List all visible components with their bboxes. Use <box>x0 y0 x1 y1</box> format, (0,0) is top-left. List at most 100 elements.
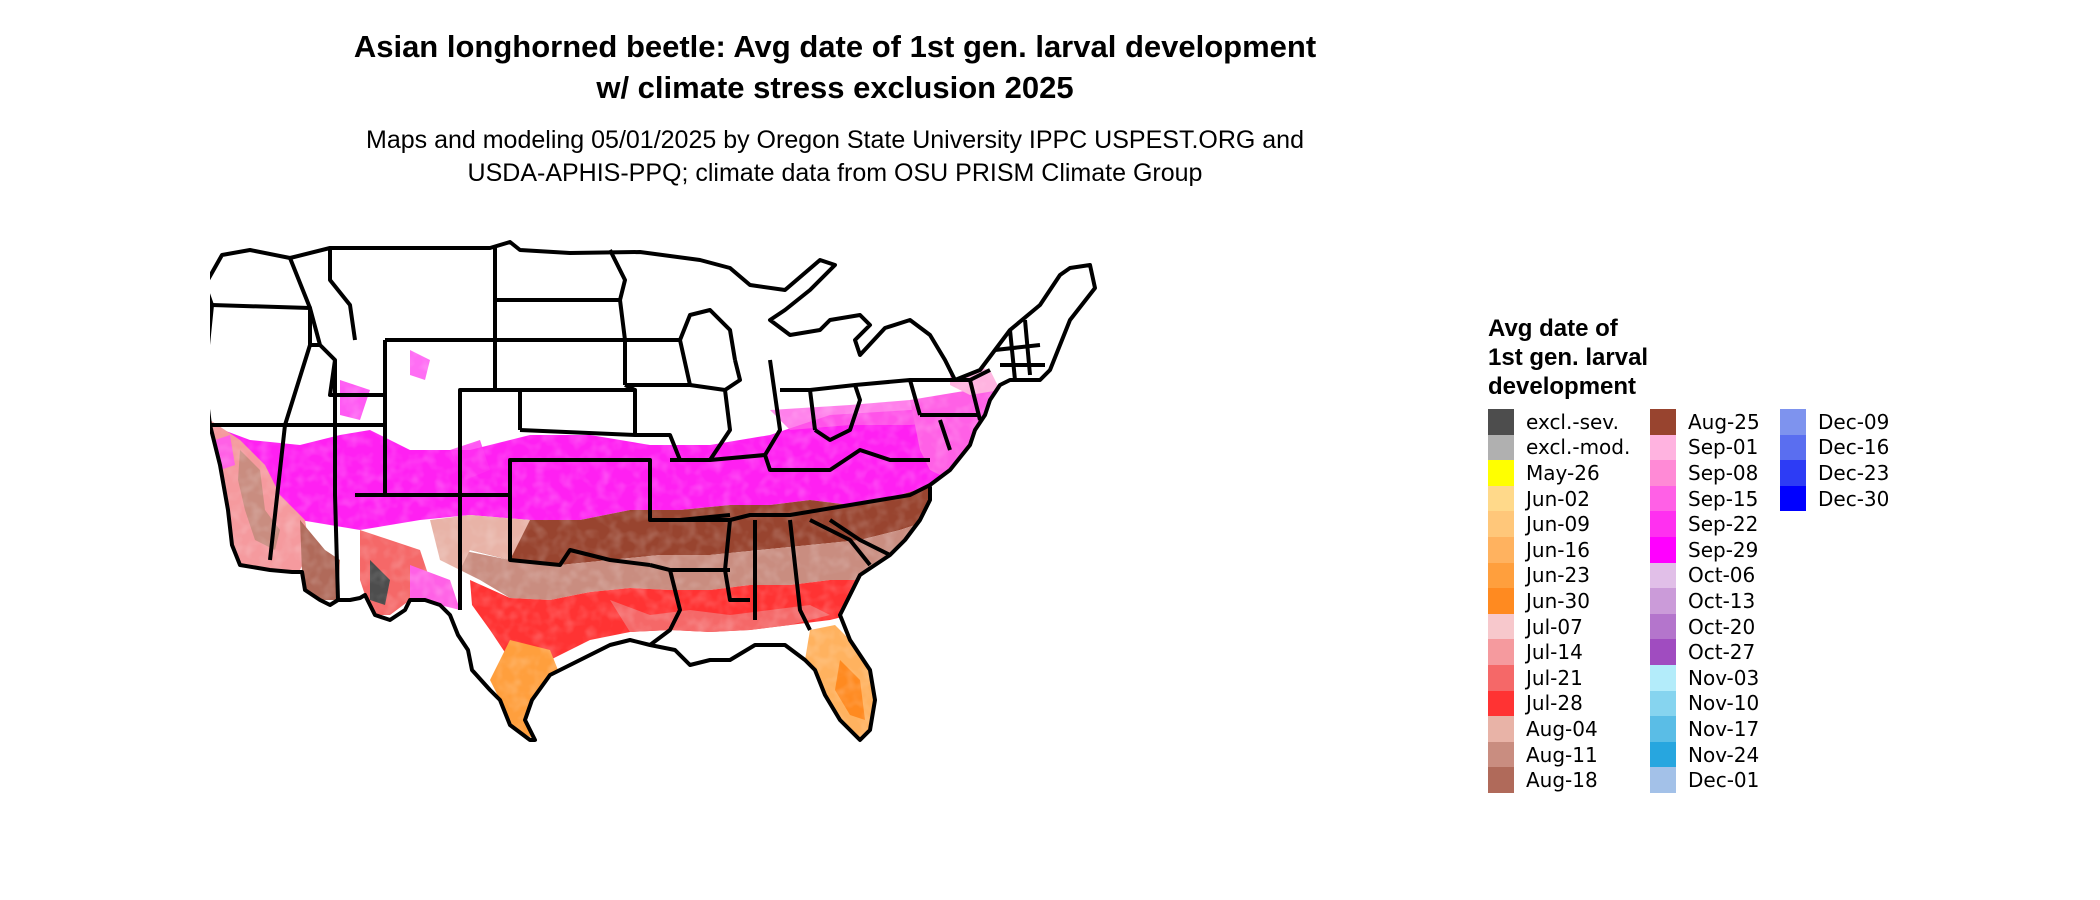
legend-swatch <box>1780 434 1806 461</box>
legend-swatch <box>1488 639 1514 665</box>
legend-label: Aug-11 <box>1526 742 1598 767</box>
legend-swatch <box>1650 536 1676 563</box>
legend-item: Sep-01 <box>1650 434 1760 461</box>
legend-title: Avg date of 1st gen. larval development <box>1488 314 1648 401</box>
legend-swatch <box>1488 767 1514 793</box>
legend-item: Nov-17 <box>1650 716 1760 742</box>
map-title-line-1: Asian longhorned beetle: Avg date of 1st… <box>353 29 1317 64</box>
legend: Avg date of 1st gen. larval development … <box>1488 314 2088 794</box>
legend-label: Oct-13 <box>1688 588 1756 613</box>
legend-title-line-1: Avg date of <box>1488 315 1618 342</box>
legend-label: Sep-22 <box>1688 512 1759 537</box>
legend-label: Nov-03 <box>1688 665 1760 690</box>
legend-label: Aug-18 <box>1526 768 1598 793</box>
legend-label: Aug-04 <box>1526 716 1598 741</box>
map-subtitle: Maps and modeling 05/01/2025 by Oregon S… <box>0 124 1670 190</box>
legend-swatch <box>1650 690 1676 717</box>
legend-swatch <box>1488 460 1514 486</box>
legend-item: May-26 <box>1488 460 1630 486</box>
legend-item: Jun-09 <box>1488 511 1630 537</box>
legend-swatch <box>1488 409 1514 435</box>
legend-swatch <box>1488 716 1514 742</box>
state-boundaries <box>210 240 1097 742</box>
legend-swatch <box>1650 562 1676 589</box>
legend-item: Aug-25 <box>1650 409 1760 435</box>
legend-column-2: Aug-25 Sep-01 Sep-08 Sep-15 Sep-22 Sep-29 Oct-… <box>1650 409 1760 793</box>
legend-swatch <box>1488 588 1514 614</box>
us-map <box>210 240 1097 742</box>
legend-item: Jul-14 <box>1488 639 1630 665</box>
legend-label: Dec-23 <box>1818 460 1890 485</box>
legend-swatch <box>1488 741 1514 768</box>
legend-item: Dec-01 <box>1650 767 1760 793</box>
legend-item: Jun-02 <box>1488 485 1630 512</box>
legend-swatch <box>1780 409 1806 435</box>
legend-item: Dec-09 <box>1780 409 1889 435</box>
legend-title-line-2: 1st gen. larval <box>1488 344 1649 371</box>
legend-swatch <box>1650 588 1676 614</box>
legend-swatch <box>1650 741 1676 768</box>
legend-item: Sep-08 <box>1650 460 1760 486</box>
legend-column-3: Dec-09 Dec-16 Dec-23 Dec-30 <box>1780 409 1890 512</box>
development-date-zones <box>210 242 1095 740</box>
legend-swatch <box>1488 613 1514 640</box>
legend-item: Nov-10 <box>1650 690 1760 717</box>
legend-item: excl.-mod. <box>1488 434 1631 461</box>
legend-label: Dec-01 <box>1688 768 1760 793</box>
legend-item: Jun-16 <box>1488 536 1630 563</box>
legend-swatch <box>1650 664 1676 691</box>
legend-label: Jul-07 <box>1526 614 1583 639</box>
legend-label: Dec-30 <box>1818 486 1890 511</box>
legend-item: Sep-15 <box>1650 485 1760 512</box>
legend-item: Jun-23 <box>1488 562 1630 589</box>
legend-label: Sep-01 <box>1688 435 1759 460</box>
legend-swatch <box>1780 485 1806 512</box>
legend-swatch <box>1650 511 1676 537</box>
legend-item: Nov-24 <box>1650 741 1760 768</box>
legend-item: Oct-20 <box>1650 613 1760 640</box>
legend-swatch <box>1650 409 1676 435</box>
legend-label: excl.-mod. <box>1526 435 1631 460</box>
legend-label: Sep-29 <box>1688 537 1759 562</box>
legend-item: Jul-28 <box>1488 690 1630 717</box>
legend-item: Jun-30 <box>1488 588 1630 614</box>
legend-swatch <box>1650 767 1676 793</box>
legend-swatch <box>1650 460 1676 486</box>
legend-item: Dec-30 <box>1780 485 1890 512</box>
legend-item: excl.-sev. <box>1488 409 1630 435</box>
legend-label: May-26 <box>1526 460 1600 485</box>
legend-swatch <box>1488 511 1514 537</box>
legend-swatch <box>1488 664 1514 691</box>
legend-item: Aug-18 <box>1488 767 1630 793</box>
legend-label: Oct-06 <box>1688 563 1756 588</box>
legend-label: Jun-23 <box>1526 563 1590 588</box>
legend-label: Oct-27 <box>1688 640 1756 665</box>
legend-label: Jun-16 <box>1526 537 1590 562</box>
legend-label: Sep-15 <box>1688 486 1759 511</box>
legend-label: Jul-14 <box>1526 640 1583 665</box>
legend-column-1: excl.-sev. excl.-mod. May-26 Jun-02 Jun-09 Ju… <box>1488 409 1630 793</box>
legend-item: Dec-16 <box>1780 434 1889 461</box>
legend-swatch <box>1780 460 1806 486</box>
legend-swatch <box>1650 639 1676 665</box>
legend-title-line-3: development <box>1488 373 1637 400</box>
legend-swatch <box>1650 485 1676 512</box>
legend-label: Aug-25 <box>1688 409 1760 434</box>
legend-label: Jun-30 <box>1526 588 1590 613</box>
legend-label: Nov-10 <box>1688 691 1760 716</box>
legend-item: Sep-22 <box>1650 511 1760 537</box>
legend-label: Jun-09 <box>1526 512 1590 537</box>
legend-item: Jul-21 <box>1488 664 1630 691</box>
legend-swatch <box>1650 613 1676 640</box>
legend-swatch <box>1488 434 1514 461</box>
legend-label: Dec-09 <box>1818 409 1890 434</box>
legend-item: Oct-06 <box>1650 562 1760 589</box>
map-title: Asian longhorned beetle: Avg date of 1st… <box>0 26 1670 108</box>
legend-label: Oct-20 <box>1688 614 1756 639</box>
legend-swatch <box>1488 536 1514 563</box>
legend-item: Dec-23 <box>1780 460 1889 486</box>
legend-item: Aug-04 <box>1488 716 1630 742</box>
legend-label: Jun-02 <box>1526 486 1590 511</box>
map-subtitle-line-2: USDA-APHIS-PPQ; climate data from OSU PR… <box>467 159 1203 187</box>
legend-swatch <box>1488 690 1514 717</box>
